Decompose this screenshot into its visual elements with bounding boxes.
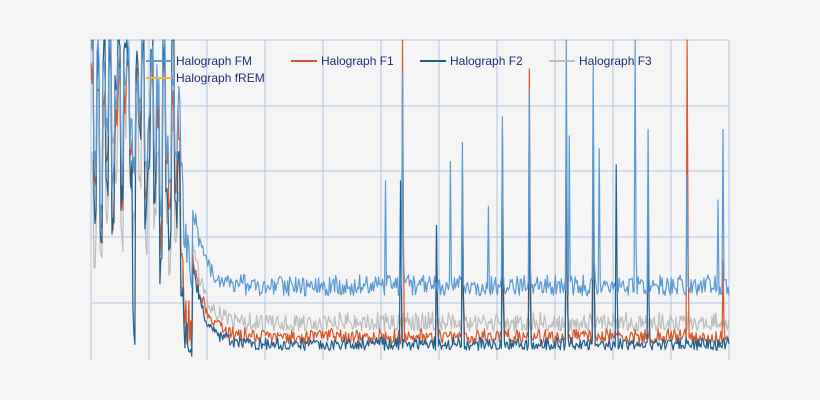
gridlines: [90, 39, 730, 360]
legend-label-f3: Halograph F3: [579, 54, 652, 68]
series-line-halograph-fm: [90, 39, 730, 297]
legend-item-f2[interactable]: Halograph F2: [420, 54, 523, 68]
legend-label-f2: Halograph F2: [450, 54, 523, 68]
series-line-halograph-f1: [90, 39, 730, 352]
legend-item-f1[interactable]: Halograph F1: [291, 54, 394, 68]
series-line-halograph-f3: [91, 39, 730, 347]
legend-item-fm[interactable]: Halograph FM: [146, 54, 252, 68]
legend[interactable]: Halograph FM Halograph F1 Halograph F2 H…: [146, 54, 652, 85]
legend-item-frem[interactable]: Halograph fREM: [146, 71, 265, 85]
legend-label-fm: Halograph FM: [176, 54, 252, 68]
legend-label-f1: Halograph F1: [321, 54, 394, 68]
plot-background: [91, 40, 729, 360]
series-line-halograph-f2: [90, 39, 730, 357]
legend-label-frem: Halograph fREM: [176, 71, 265, 85]
legend-item-f3[interactable]: Halograph F3: [549, 54, 652, 68]
series-lines: [90, 39, 730, 357]
